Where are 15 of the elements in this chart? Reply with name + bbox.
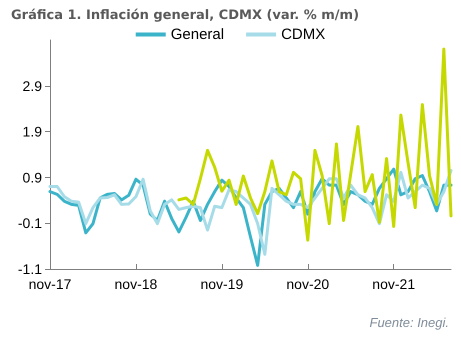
legend-label: General	[170, 26, 224, 43]
y-tick-label: -0.1	[18, 215, 42, 232]
legend-label: CDMX	[281, 26, 326, 43]
x-tick-label: nov-19	[200, 276, 244, 292]
y-tick-label: 1.9	[22, 124, 42, 140]
y-tick-label: 0.9	[22, 169, 42, 186]
x-tick-label: nov-21	[372, 276, 416, 292]
source-note: Fuente: Inegi.	[370, 315, 449, 330]
x-tick-label: nov-20	[286, 276, 330, 292]
line-series	[177, 48, 452, 242]
y-tick-label: -1.1	[18, 261, 42, 277]
chart-title: Gráfica 1. Inflación general, CDMX (var. % m/m)	[11, 8, 360, 23]
x-tick-label: nov-18	[114, 276, 158, 292]
x-tick-label: nov-17	[28, 276, 72, 292]
y-tick-label: 2.9	[22, 78, 42, 94]
